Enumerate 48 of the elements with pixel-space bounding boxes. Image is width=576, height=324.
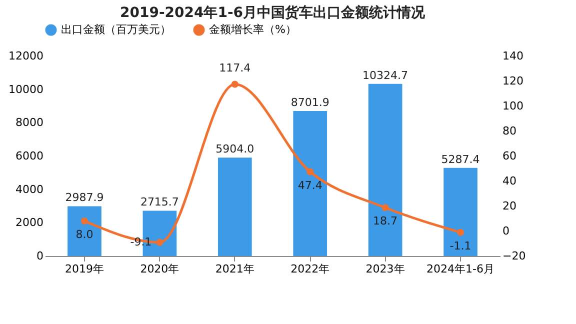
y-tick-label: 4000 — [16, 182, 44, 196]
data-label: 2715.7 — [140, 196, 179, 209]
x-tick-label: 2022年 — [290, 262, 330, 276]
y2-tick-label: 100 — [502, 100, 524, 112]
data-label: 2987.9 — [65, 191, 104, 204]
point — [306, 168, 314, 176]
x-tick-label: 2023年 — [366, 262, 405, 276]
y2-tick-label: 20 — [502, 200, 516, 212]
point — [80, 217, 88, 225]
data-label: 47.4 — [298, 178, 322, 192]
point — [231, 80, 238, 88]
y2-tick-label: 40 — [502, 174, 516, 188]
point — [456, 228, 464, 236]
y-tick-label: 10000 — [8, 82, 44, 96]
y-tick-label: 12000 — [8, 50, 44, 62]
y2-tick-label: 80 — [502, 124, 516, 138]
bar — [218, 158, 252, 256]
x-tick-label: 2020年 — [140, 262, 180, 276]
point — [382, 204, 389, 212]
data-label: 10324.7 — [362, 68, 408, 82]
y-tick-label: 0 — [36, 250, 44, 262]
y2-tick-label: 120 — [502, 74, 524, 88]
data-label: 5904.0 — [216, 142, 254, 156]
point — [156, 238, 164, 246]
bar — [444, 168, 478, 256]
data-label: -1.1 — [450, 239, 472, 252]
y2-tick-label: 140 — [502, 50, 524, 62]
bar — [68, 206, 102, 256]
data-label: -9.1 — [130, 235, 152, 248]
y2-tick-label: 60 — [502, 150, 516, 162]
y2-tick-label: −20 — [502, 250, 526, 262]
y2-tick-label: 0 — [502, 224, 510, 238]
data-label: 8701.9 — [290, 96, 330, 109]
legend-label: 金额增长率（%） — [209, 23, 296, 36]
x-tick-label: 2024年1-6月 — [426, 262, 494, 276]
y-tick-label: 2000 — [16, 216, 44, 230]
data-label: 18.7 — [373, 214, 398, 228]
bar — [368, 84, 402, 256]
y-tick-label: 8000 — [16, 116, 44, 130]
data-label: 5287.4 — [441, 152, 480, 166]
legend-label: 出口金额（百万美元） — [61, 23, 171, 36]
y-tick-label: 6000 — [16, 150, 44, 162]
x-tick-label: 2021年 — [215, 262, 254, 276]
x-tick-label: 2019年 — [64, 262, 104, 276]
data-label: 8.0 — [76, 228, 94, 241]
bar — [293, 110, 328, 256]
data-label: 117.4 — [219, 61, 251, 74]
chart-title: 2019-2024年1-6月中国货车出口金额统计情况 — [120, 4, 426, 21]
